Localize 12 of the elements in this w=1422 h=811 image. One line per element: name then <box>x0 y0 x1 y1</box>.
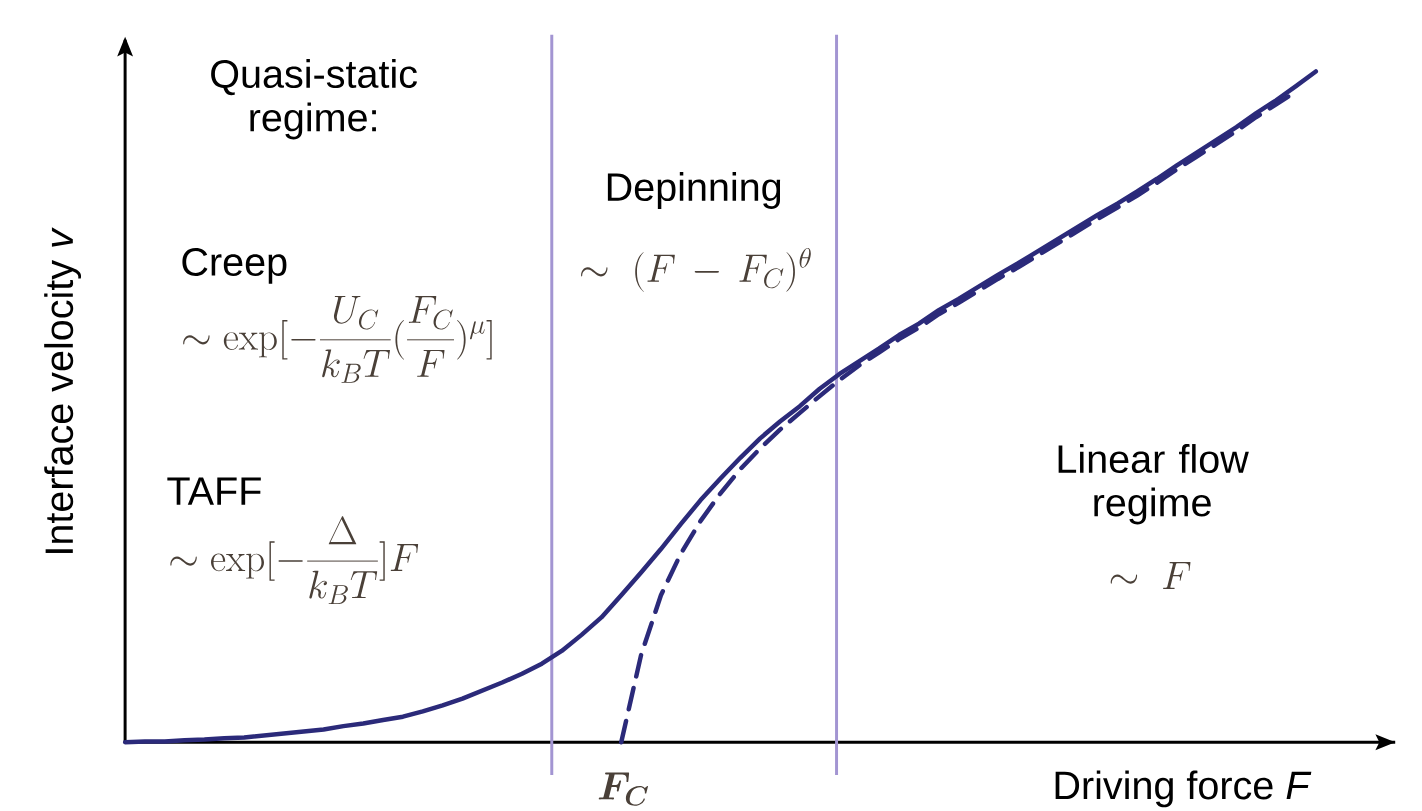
annotation: Depinning <box>607 172 781 210</box>
annotation: $\sim \exp[-\frac{U_C}{k_BT}(\frac{F_C}{F})^{\mu}]$ <box>183 296 492 383</box>
y-axis-title: Interface velocity v <box>44 227 82 554</box>
x-axis-title: Driving force F <box>1055 770 1312 808</box>
text: $\boldsymbol{F_C}$ <box>598 772 648 806</box>
annotation: Creep <box>182 248 287 284</box>
annotation: Quasi-static regime: <box>211 59 417 140</box>
annotation: $\sim \exp[-\frac{\Delta}{k_BT}]F$ <box>170 516 419 605</box>
annotation: $\sim\ F$ <box>1110 562 1191 590</box>
annotation: TAFF <box>167 477 261 505</box>
annotation: Linear flow regime <box>1058 444 1249 525</box>
annotation: $\sim\ (F\,-\,F_C)^{\theta}$ <box>581 248 811 292</box>
